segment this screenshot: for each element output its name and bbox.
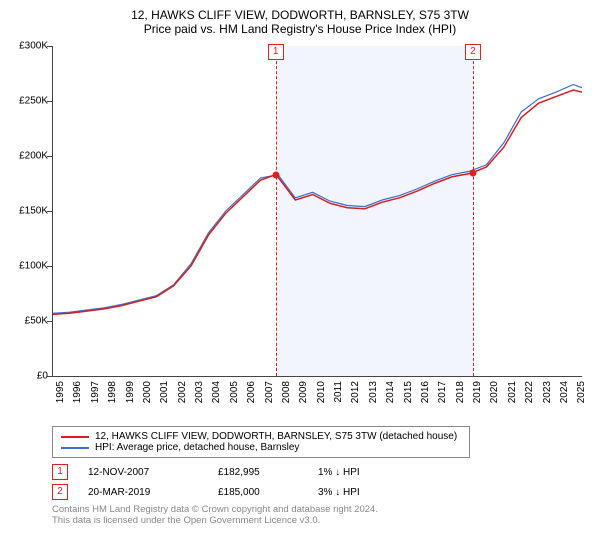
plot-area: 12 bbox=[52, 46, 582, 376]
x-axis-label: 2020 bbox=[489, 381, 500, 411]
x-axis-label: 2000 bbox=[142, 381, 153, 411]
x-axis-label: 1995 bbox=[55, 381, 66, 411]
license-line2: This data is licensed under the Open Gov… bbox=[52, 515, 592, 526]
x-axis-label: 2021 bbox=[507, 381, 518, 411]
x-axis-label: 2010 bbox=[316, 381, 327, 411]
x-axis-label: 2005 bbox=[229, 381, 240, 411]
x-axis-label: 1999 bbox=[125, 381, 136, 411]
x-axis-label: 2019 bbox=[472, 381, 483, 411]
license-text: Contains HM Land Registry data © Crown c… bbox=[52, 504, 592, 526]
sale-marker-box: 2 bbox=[52, 484, 68, 500]
y-axis-label: £100K bbox=[8, 261, 48, 272]
x-axis-label: 2025 bbox=[576, 381, 587, 411]
chart-title: 12, HAWKS CLIFF VIEW, DODWORTH, BARNSLEY… bbox=[8, 8, 592, 22]
x-axis-label: 2012 bbox=[350, 381, 361, 411]
series-hpi bbox=[52, 85, 582, 314]
legend: 12, HAWKS CLIFF VIEW, DODWORTH, BARNSLEY… bbox=[52, 426, 470, 458]
x-axis-label: 2024 bbox=[559, 381, 570, 411]
x-axis-label: 2017 bbox=[437, 381, 448, 411]
sale-row: 2 20-MAR-2019 £185,000 3% ↓ HPI bbox=[52, 484, 592, 500]
sale-price: £185,000 bbox=[218, 487, 298, 498]
sale-date: 20-MAR-2019 bbox=[88, 487, 198, 498]
x-axis-label: 2004 bbox=[211, 381, 222, 411]
x-axis-label: 2003 bbox=[194, 381, 205, 411]
sale-delta: 1% ↓ HPI bbox=[318, 467, 360, 478]
y-axis-label: £150K bbox=[8, 206, 48, 217]
x-axis-label: 2016 bbox=[420, 381, 431, 411]
legend-swatch bbox=[61, 436, 89, 438]
x-axis-label: 2014 bbox=[385, 381, 396, 411]
y-axis-label: £200K bbox=[8, 151, 48, 162]
legend-label: HPI: Average price, detached house, Barn… bbox=[95, 442, 299, 453]
x-axis-label: 2023 bbox=[542, 381, 553, 411]
sale-marker-box: 1 bbox=[52, 464, 68, 480]
x-axis-label: 1997 bbox=[90, 381, 101, 411]
x-axis-label: 2002 bbox=[177, 381, 188, 411]
y-axis-label: £50K bbox=[8, 316, 48, 327]
sale-price: £182,995 bbox=[218, 467, 298, 478]
y-axis-label: £300K bbox=[8, 41, 48, 52]
marker-box-2: 2 bbox=[465, 44, 481, 60]
sale-row: 1 12-NOV-2007 £182,995 1% ↓ HPI bbox=[52, 464, 592, 480]
chart-area: 12 £0£50K£100K£150K£200K£250K£300K199519… bbox=[8, 42, 592, 422]
x-axis-label: 1998 bbox=[107, 381, 118, 411]
x-axis-label: 2011 bbox=[333, 381, 344, 411]
x-axis-label: 2013 bbox=[368, 381, 379, 411]
x-axis-label: 2018 bbox=[455, 381, 466, 411]
license-line1: Contains HM Land Registry data © Crown c… bbox=[52, 504, 592, 515]
chart-subtitle: Price paid vs. HM Land Registry's House … bbox=[8, 22, 592, 36]
x-axis-label: 2007 bbox=[264, 381, 275, 411]
x-axis-label: 1996 bbox=[72, 381, 83, 411]
marker-box-1: 1 bbox=[268, 44, 284, 60]
x-axis-label: 2001 bbox=[159, 381, 170, 411]
sale-date: 12-NOV-2007 bbox=[88, 467, 198, 478]
x-axis-label: 2008 bbox=[281, 381, 292, 411]
legend-row: 12, HAWKS CLIFF VIEW, DODWORTH, BARNSLEY… bbox=[61, 431, 461, 442]
legend-label: 12, HAWKS CLIFF VIEW, DODWORTH, BARNSLEY… bbox=[95, 431, 457, 442]
sale-delta: 3% ↓ HPI bbox=[318, 487, 360, 498]
y-axis-label: £0 bbox=[8, 371, 48, 382]
legend-swatch bbox=[61, 447, 89, 449]
marker-dot-2 bbox=[469, 169, 476, 176]
y-axis-label: £250K bbox=[8, 96, 48, 107]
series-subject bbox=[52, 90, 582, 314]
x-axis-label: 2015 bbox=[403, 381, 414, 411]
legend-row: HPI: Average price, detached house, Barn… bbox=[61, 442, 461, 453]
x-axis-label: 2022 bbox=[524, 381, 535, 411]
sales-table: 1 12-NOV-2007 £182,995 1% ↓ HPI 2 20-MAR-2019… bbox=[52, 464, 592, 500]
x-axis-label: 2009 bbox=[298, 381, 309, 411]
marker-dot-1 bbox=[272, 171, 279, 178]
x-axis-label: 2006 bbox=[246, 381, 257, 411]
